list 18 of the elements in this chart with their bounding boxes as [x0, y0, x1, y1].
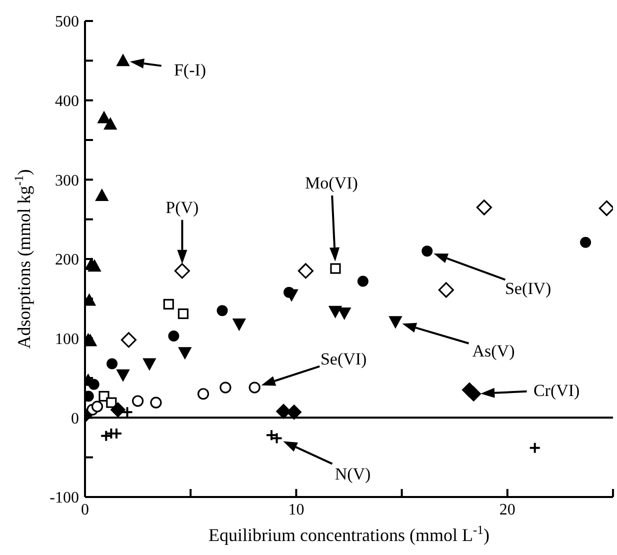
y-tick-label: 0 [71, 410, 79, 428]
x-tick-label: 10 [288, 501, 304, 518]
y-tick-label: 500 [55, 14, 79, 31]
y-tick-label: 200 [55, 252, 79, 269]
annotation: As(V) [472, 342, 515, 361]
y-tick-label: 100 [55, 331, 79, 348]
annotation: F(-I) [174, 60, 206, 80]
y-tick-label: 300 [55, 172, 79, 190]
annotation: N(V) [334, 464, 371, 484]
annotation: Se(VI) [320, 350, 367, 368]
annotation: Cr(VI) [533, 380, 580, 400]
annotation: Se(IV) [504, 279, 552, 298]
y-tick-label: -100 [50, 490, 79, 507]
x-axis-title: Equilibrium concentrations (mmol L$^{-1}$) [208, 523, 490, 545]
y-tick-label: 400 [55, 93, 79, 110]
annotation: Mo(VI) [305, 174, 358, 192]
x-tick-label: 20 [499, 501, 516, 518]
annotation: P(V) [166, 198, 199, 217]
